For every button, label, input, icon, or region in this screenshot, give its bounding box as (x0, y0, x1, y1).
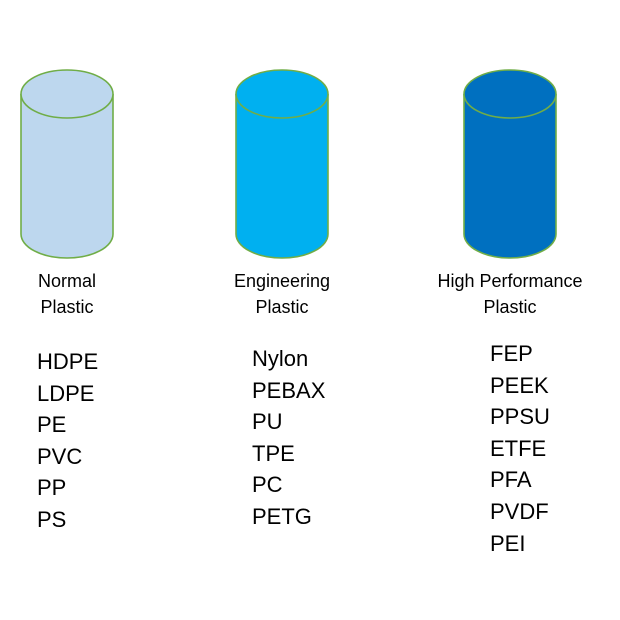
material-item: PPSU (490, 404, 550, 430)
cylinder-icon (20, 69, 114, 259)
cylinder-top-outline (235, 69, 329, 119)
material-item: PEEK (490, 372, 549, 398)
material-item: FEP (490, 341, 533, 366)
material-list: Nylon PEBAX PU TPE PC PETG (252, 343, 325, 533)
material-item: PETG (252, 503, 312, 529)
category-label-line: Plastic (255, 297, 309, 317)
cylinder-top (21, 70, 113, 118)
category-label: Normal Plastic (0, 268, 167, 320)
material-item: ETFE (490, 435, 547, 461)
material-item: PE (37, 412, 67, 438)
cylinder-body (21, 94, 113, 258)
cylinder-top-outline (20, 69, 114, 119)
material-item: PFA (490, 467, 532, 493)
material-list: HDPE LDPE PE PVC PP PS (37, 346, 98, 536)
material-item: TPE (252, 440, 295, 466)
cylinder-top-outline (463, 69, 557, 119)
cylinder-body (236, 94, 328, 258)
material-item: PC (252, 472, 283, 498)
category-label-line: Plastic (40, 297, 94, 317)
material-item: PS (37, 506, 67, 532)
cylinder-outline (463, 94, 557, 259)
category-label: Engineering Plastic (182, 268, 382, 320)
cylinder-outline (235, 94, 329, 259)
material-item: PU (252, 409, 283, 435)
material-list: FEP PEEK PPSU ETFE PFA PVDF PEI (490, 338, 550, 559)
material-item: PP (37, 475, 67, 501)
category-label-line: Engineering (233, 271, 331, 291)
material-item: HDPE (37, 349, 99, 374)
material-item: Nylon (252, 346, 309, 371)
category-label: High Performance Plastic (410, 268, 610, 320)
category-label-line: Normal (37, 271, 96, 291)
material-item: PVC (37, 443, 83, 469)
category-label-line: Plastic (483, 297, 537, 317)
cylinder-top (464, 70, 556, 118)
cylinder-icon (463, 69, 557, 259)
material-item: PEI (490, 530, 526, 556)
cylinder-top (236, 70, 328, 118)
material-item: LDPE (37, 380, 95, 406)
cylinder-body (464, 94, 556, 258)
material-item: PVDF (490, 498, 549, 524)
cylinder-outline (20, 94, 114, 259)
category-label-line: High Performance (437, 271, 583, 291)
cylinder-icon (235, 69, 329, 259)
material-item: PEBAX (252, 377, 326, 403)
